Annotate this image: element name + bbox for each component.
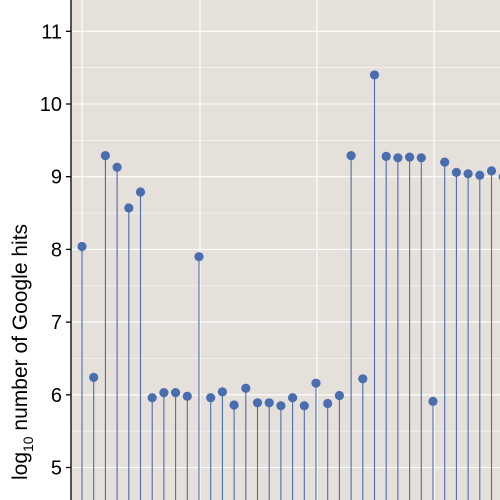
data-point-21 xyxy=(311,378,321,388)
data-point-29 xyxy=(405,152,415,162)
y-axis-label: log10 number of Google hits xyxy=(9,224,36,480)
data-points xyxy=(77,70,500,411)
data-point-11 xyxy=(194,252,204,262)
data-point-32 xyxy=(440,157,450,167)
data-point-13 xyxy=(217,387,227,397)
data-point-25 xyxy=(358,374,368,384)
y-tick-label-8: 8 xyxy=(51,239,62,261)
data-point-28 xyxy=(393,153,403,163)
gridlines xyxy=(71,0,500,500)
data-point-5 xyxy=(124,203,134,213)
y-axis-ticks: 5 6 7 8 9 10 11 xyxy=(40,21,71,480)
data-point-17 xyxy=(264,398,274,408)
data-point-30 xyxy=(416,153,426,163)
data-point-4 xyxy=(112,162,122,172)
data-point-15 xyxy=(241,383,251,393)
data-point-18 xyxy=(276,401,286,411)
data-point-23 xyxy=(334,390,344,401)
data-point-36 xyxy=(486,166,497,176)
data-point-22 xyxy=(323,398,333,409)
data-point-31 xyxy=(428,396,438,406)
data-point-10 xyxy=(182,391,192,401)
y-tick-label-10: 10 xyxy=(40,94,62,116)
y-axis-label-prefix: log xyxy=(9,452,32,480)
y-tick-label-9: 9 xyxy=(51,167,62,189)
y-tick-label-7: 7 xyxy=(51,312,62,334)
data-point-35 xyxy=(475,170,485,180)
data-point-8 xyxy=(159,388,169,398)
data-point-14 xyxy=(229,400,239,410)
data-point-1 xyxy=(77,241,87,252)
data-point-3 xyxy=(100,151,110,161)
y-axis-label-subscript: 10 xyxy=(20,436,36,452)
data-point-9 xyxy=(171,388,181,398)
data-point-34 xyxy=(463,169,473,179)
data-point-19 xyxy=(288,393,298,403)
data-point-7 xyxy=(147,393,157,403)
data-point-27 xyxy=(381,151,391,161)
data-point-12 xyxy=(206,393,216,403)
y-axis-label-suffix: number of Google hits xyxy=(9,224,32,436)
data-point-2 xyxy=(89,372,99,382)
data-point-26 xyxy=(369,70,380,80)
data-point-24 xyxy=(346,151,356,161)
stems xyxy=(81,74,493,500)
y-tick-label-6: 6 xyxy=(51,385,62,407)
y-tick-label-11: 11 xyxy=(41,21,62,43)
plot-panel xyxy=(71,0,500,500)
data-point-6 xyxy=(135,187,146,197)
data-point-20 xyxy=(299,401,309,411)
y-tick-label-5: 5 xyxy=(51,458,62,480)
data-point-33 xyxy=(451,167,461,177)
data-point-16 xyxy=(252,398,263,408)
